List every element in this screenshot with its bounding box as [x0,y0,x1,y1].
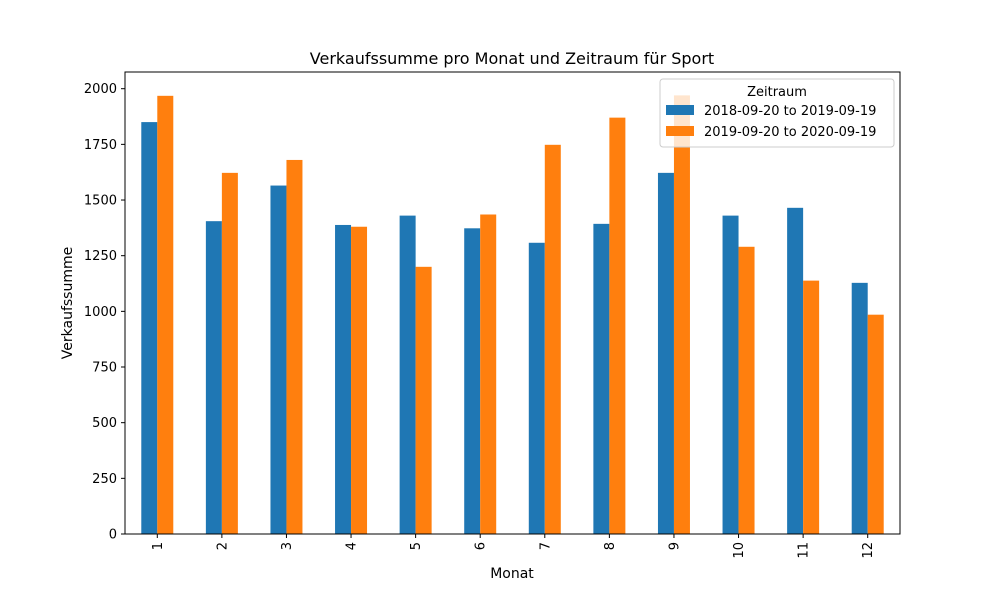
bar-series-2-month-4 [351,226,368,534]
bar-series-1-month-3 [270,185,287,534]
bar-series-1-month-6 [464,228,481,534]
x-tick-label: 7 [538,542,553,550]
legend-box [659,78,895,148]
y-tick-label: 2000 [84,82,117,97]
x-tick-label: 2 [215,542,230,550]
bar-series-2-month-5 [415,266,432,534]
bar-series-2-month-10 [738,246,755,535]
legend-swatch-series-2 [666,126,694,136]
plot-bars [141,95,884,535]
x-axis-label: Monat [490,566,534,582]
x-tick-label: 12 [861,542,876,559]
bar-series-1-month-2 [205,221,222,534]
bar-series-2-month-9 [673,95,690,535]
x-tick-label: 4 [345,542,360,550]
bar-series-2-month-11 [803,280,820,534]
x-tick-label: 8 [603,542,618,550]
x-tick-label: 6 [474,542,489,550]
y-tick-label: 0 [109,528,117,543]
y-tick-label: 1750 [84,138,117,153]
y-tick-label: 1250 [84,249,117,264]
bar-series-1-month-9 [657,172,674,534]
bar-series-1-month-10 [722,215,739,535]
bar-series-1-month-11 [787,207,804,534]
bar-series-1-month-12 [851,282,868,534]
y-tick-label: 1000 [84,305,117,320]
x-axis: 1 2 3 4 5 6 7 8 9 10 11 12 [151,534,876,559]
bar-series-1-month-7 [528,242,545,534]
y-axis: 0 250 500 750 1000 1250 1500 1750 2000 [84,82,125,543]
bar-series-2-month-12 [867,314,884,534]
bar-series-2-month-3 [286,159,303,534]
legend-swatch-series-1 [666,105,694,115]
y-tick-label: 1500 [84,194,117,209]
legend: Zeitraum 2018-09-20 to 2019-09-19 2019-0… [659,78,895,148]
x-tick-label: 3 [280,542,295,550]
x-tick-label: 5 [409,542,424,550]
x-tick-label: 11 [797,542,812,559]
legend-label-series-2: 2019-09-20 to 2020-09-19 [704,125,876,140]
x-tick-label: 10 [732,542,747,559]
y-tick-label: 750 [92,361,117,376]
y-axis-label: Verkaufssumme [60,247,76,359]
chart-title: Verkaufssumme pro Monat und Zeitraum für… [310,49,714,68]
bar-series-1-month-1 [141,122,158,535]
y-tick-label: 500 [92,416,117,431]
bar-series-2-month-8 [609,117,626,534]
bar-series-1-month-8 [593,223,610,534]
bar-series-1-month-5 [399,215,416,535]
bar-series-1-month-4 [335,224,352,534]
legend-label-series-1: 2018-09-20 to 2019-09-19 [704,104,876,119]
plot-frame [124,71,901,535]
x-tick-label: 9 [667,542,682,550]
y-tick-label: 250 [92,472,117,487]
legend-title: Zeitraum [747,85,807,100]
bar-series-2-month-2 [221,172,238,534]
bar-series-2-month-7 [544,144,561,534]
bar-series-2-month-6 [480,214,497,534]
x-tick-label: 1 [151,542,166,550]
bar-series-2-month-1 [157,95,174,535]
